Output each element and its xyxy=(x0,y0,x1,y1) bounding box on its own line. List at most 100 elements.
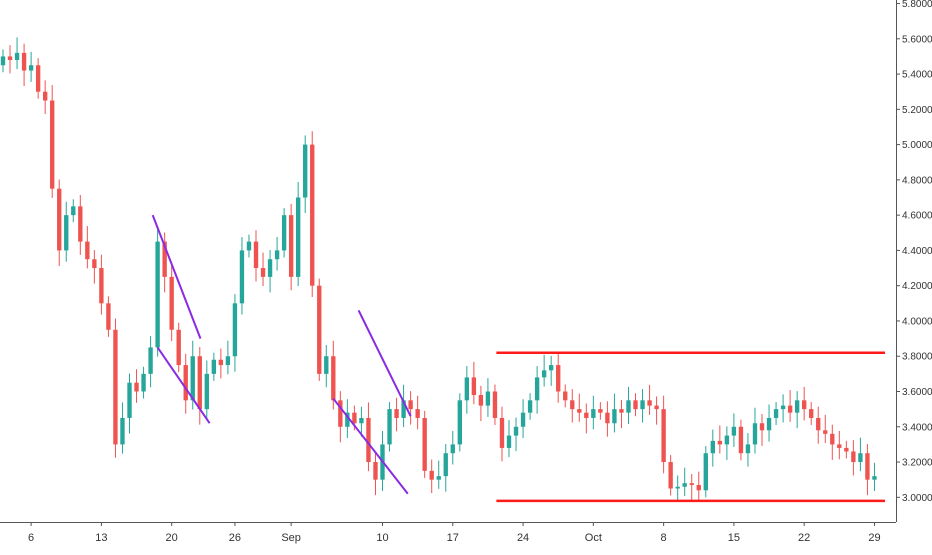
candle-body xyxy=(548,365,554,371)
x-axis: 6 13 20 26 Sep 10 17 24 Oct 8 15 22 29 xyxy=(28,522,881,544)
x-tick-label: 24 xyxy=(517,532,529,544)
candle-body xyxy=(148,347,153,374)
candle-body xyxy=(260,268,266,277)
x-tick-label: 29 xyxy=(868,532,880,544)
candle xyxy=(218,348,224,379)
candle-body xyxy=(661,409,666,463)
candle xyxy=(127,373,132,434)
upper-line-1 xyxy=(151,214,202,339)
candle-body xyxy=(780,405,786,410)
candle xyxy=(485,378,491,417)
y-tick-label: 4.8000 xyxy=(902,175,932,186)
candle xyxy=(113,318,118,458)
candle xyxy=(92,250,97,284)
candle xyxy=(619,399,624,429)
candle-body xyxy=(71,206,76,216)
candle xyxy=(78,195,83,256)
candle-body xyxy=(731,426,737,436)
candle-body xyxy=(591,409,596,418)
candle-body xyxy=(703,453,708,491)
candle-body xyxy=(851,451,856,463)
candle xyxy=(598,402,603,420)
candle-body xyxy=(682,483,687,487)
upper-line-2 xyxy=(357,309,412,417)
candle xyxy=(303,135,308,214)
candle-body xyxy=(113,329,118,445)
candle xyxy=(605,401,610,437)
candle xyxy=(682,467,687,496)
candle-body xyxy=(50,100,55,189)
candle xyxy=(499,406,505,462)
y-tick-label: 5.6000 xyxy=(902,34,932,45)
candle xyxy=(401,384,406,428)
candle-body xyxy=(527,400,533,413)
candle xyxy=(766,404,772,442)
candle-body xyxy=(169,276,174,330)
y-tick-label: 3.6000 xyxy=(902,387,932,398)
candle xyxy=(759,414,765,446)
candle xyxy=(527,393,533,420)
annotations-layer xyxy=(151,214,885,503)
candle xyxy=(837,431,842,460)
candle xyxy=(612,393,617,433)
candle-body xyxy=(317,285,322,374)
x-tick-label: 20 xyxy=(166,532,178,544)
candle xyxy=(541,354,547,387)
y-tick-label: 5.0000 xyxy=(902,140,932,151)
candle xyxy=(267,250,273,293)
candle-body xyxy=(225,356,231,366)
candle-body xyxy=(331,356,336,401)
candle-body xyxy=(584,412,589,418)
candle xyxy=(225,340,231,375)
candle xyxy=(689,474,694,501)
x-tick-label: 6 xyxy=(28,532,34,544)
candle-body xyxy=(387,409,392,445)
candle xyxy=(21,43,27,87)
candle xyxy=(415,395,420,430)
candle-body xyxy=(619,409,624,413)
candle xyxy=(28,51,34,82)
candle-body xyxy=(865,453,870,480)
y-tick-label: 3.4000 xyxy=(902,422,932,433)
candle-body xyxy=(64,215,69,251)
x-tick-label: 22 xyxy=(798,532,810,544)
candle xyxy=(429,459,434,494)
candle xyxy=(71,199,76,223)
candle xyxy=(703,446,708,498)
candle xyxy=(752,407,758,454)
candle-body xyxy=(0,56,6,66)
candle xyxy=(50,85,55,198)
candle xyxy=(295,181,301,287)
candle-body xyxy=(534,377,540,401)
candle-body xyxy=(14,52,20,60)
plot-background xyxy=(0,0,896,522)
candle xyxy=(14,37,20,70)
candle xyxy=(436,460,441,489)
y-tick-label: 3.2000 xyxy=(902,458,932,469)
candle xyxy=(633,393,638,417)
candle xyxy=(162,232,167,293)
candle xyxy=(239,237,245,315)
candle-body xyxy=(787,405,793,413)
candle-body xyxy=(752,423,758,445)
candle-body xyxy=(717,440,723,445)
candle-body xyxy=(359,417,364,424)
candle xyxy=(274,237,280,271)
candle xyxy=(120,402,125,454)
candle xyxy=(359,406,364,437)
candle xyxy=(394,397,399,432)
candle-body xyxy=(303,144,308,198)
candle xyxy=(780,394,786,423)
candle-body xyxy=(443,453,448,477)
candle-body xyxy=(155,241,160,348)
candle-body xyxy=(408,400,413,410)
candle-body xyxy=(626,400,631,413)
candle xyxy=(155,226,160,357)
candle-body xyxy=(120,417,125,445)
candle-body xyxy=(605,412,610,424)
candle xyxy=(0,49,6,73)
candle-body xyxy=(246,241,252,251)
candle xyxy=(802,386,807,421)
candle-body xyxy=(794,400,800,413)
x-tick-label: 26 xyxy=(229,532,241,544)
